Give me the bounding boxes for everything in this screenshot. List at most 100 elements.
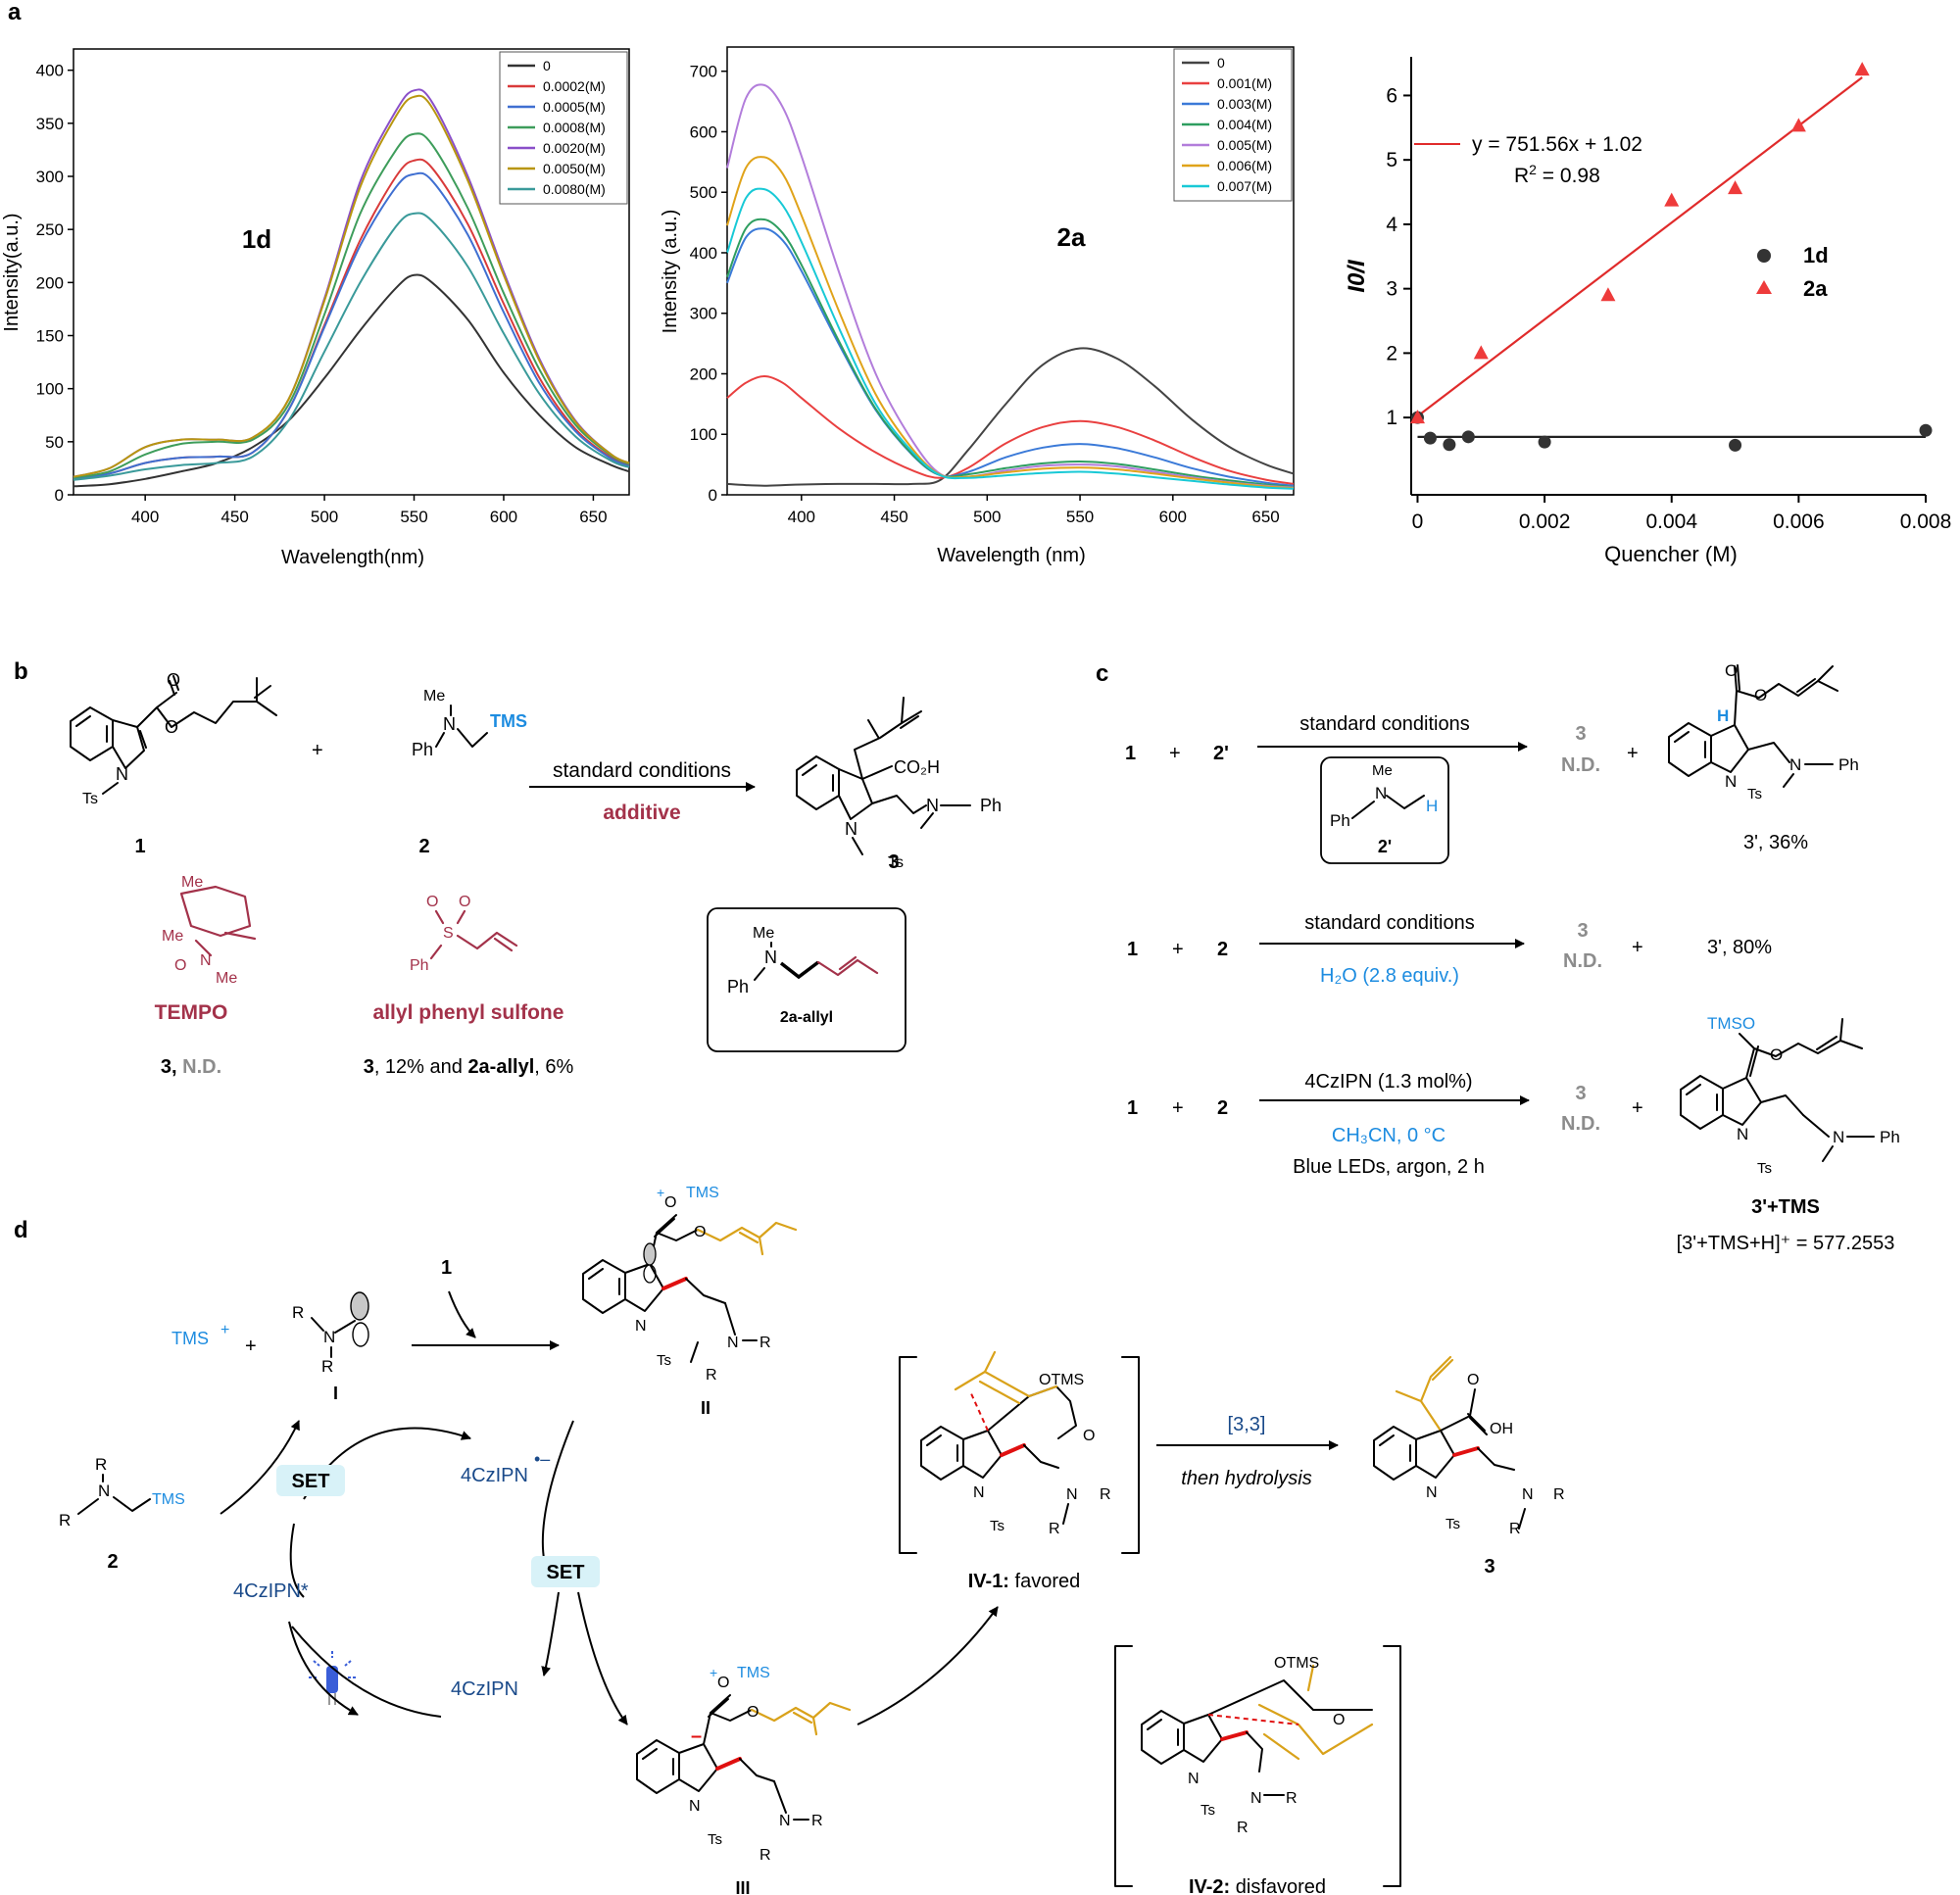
sv-point-2a-0 (1409, 410, 1425, 424)
row1-product: 3', 36% (1743, 832, 1808, 853)
chart-sv-fit-equation: y = 751.56x + 1.02 (1472, 133, 1642, 156)
radical-I-structure: R N R (292, 1291, 369, 1376)
row1-plus: + (1169, 743, 1181, 764)
charge-plus: + (710, 1665, 717, 1680)
charge-plus: + (657, 1185, 664, 1200)
atom-h-highlight: H (1717, 706, 1729, 725)
atom-n: N (727, 1335, 739, 1351)
iv1-text: favored (1009, 1571, 1080, 1592)
label-III: III (735, 1878, 750, 1895)
y-tick-label-0-6: 300 (36, 168, 64, 186)
iv1-caption: IV-1: favored (968, 1571, 1081, 1592)
series-line-1-6 (726, 187, 1295, 490)
legend-label-0-4: 0.0020(M) (543, 140, 606, 156)
d-compound-2-structure: R N R TMS (59, 1455, 185, 1530)
atom-n: N (1250, 1790, 1262, 1807)
chart-sv-r2-value: = 0.98 (1537, 165, 1600, 187)
atom-tms: TMS (686, 1185, 719, 1201)
d-label-2: 2 (107, 1551, 118, 1573)
sv-legend-label-1: 2a (1803, 276, 1828, 301)
atom-o: O (174, 957, 186, 974)
chart-1d-annotation: 1d (242, 224, 271, 254)
chart-2a-frame (726, 46, 1295, 496)
atom-ph: Ph (727, 977, 749, 996)
atom-n: N (1833, 1128, 1844, 1146)
y-tick-label-0-4: 200 (36, 273, 64, 292)
atom-tms: TMS (490, 711, 527, 731)
atom-o: O (747, 1704, 759, 1721)
atom-me: Me (1372, 762, 1393, 779)
atom-ph: Ph (980, 796, 1002, 815)
sv-point-2a-2 (1600, 287, 1616, 302)
atom-r1: R (760, 1335, 771, 1351)
label-I: I (333, 1384, 338, 1403)
atom-r1: R (811, 1813, 823, 1829)
iv2-label: IV-2: (1189, 1876, 1230, 1895)
tempo-result-nd: N.D. (177, 1056, 222, 1078)
row3-catalyst: 4CzIPN (1.3 mol%) (1304, 1071, 1472, 1093)
atom-tms: TMS (737, 1665, 770, 1681)
2a-allyl-structure: Me N Ph (727, 925, 879, 996)
atom-tmso: TMSO (1707, 1014, 1755, 1033)
legend-label-1-1: 0.001(M) (1217, 75, 1272, 91)
legend-label-1-0: 0 (1217, 55, 1225, 71)
atom-ph: Ph (1880, 1128, 1900, 1146)
x-tick-label-0-0: 400 (131, 508, 159, 526)
tempo-name: TEMPO (155, 1001, 228, 1024)
atom-ts: Ts (708, 1831, 722, 1848)
d-set-1-bg (276, 1465, 345, 1496)
x-tick-label-1-2: 500 (973, 508, 1001, 526)
chart-sv-r2-label: R (1514, 165, 1529, 187)
atom-r1: R (321, 1357, 333, 1376)
x-tick-label-1-4: 600 (1159, 508, 1187, 526)
atom-n: N (1522, 1486, 1534, 1503)
atom-r2: R (1049, 1521, 1060, 1537)
plus-b: + (312, 740, 323, 761)
sv-x-tick-label-0: 0 (1412, 510, 1424, 533)
row2-plus: + (1172, 939, 1184, 960)
chart-2a-legend: 0 0.001(M) 0.003(M) 0.004(M) 0.005(M) 0.006(M… (1173, 48, 1293, 202)
atom-me: Me (753, 925, 774, 942)
atom-r1: R (1100, 1486, 1111, 1503)
atom-n: N (200, 952, 212, 969)
atom-ts: Ts (1446, 1516, 1460, 1532)
atom-ts: Ts (1200, 1802, 1215, 1819)
label-compound-3-b: 3 (888, 851, 899, 873)
row2-conditions: standard conditions (1304, 912, 1474, 934)
atom-o: O (1725, 661, 1738, 680)
atom-r2: R (292, 1303, 304, 1322)
sv-x-tick-label-4: 0.008 (1900, 510, 1952, 533)
chart-2a-ylabel: Intensity (a.u.) (660, 210, 681, 334)
series-line-0-0 (73, 273, 630, 488)
compound-3-structure: CO₂H N Ts N Ph (796, 697, 1002, 871)
row1-plus-2: + (1627, 743, 1639, 764)
intermediate-III-structure: O + TMS O – N Ts N R R (636, 1665, 852, 1864)
chart-stern-volmer: 0 0.002 0.004 0.006 0.008 1 2 3 4 5 6 Quencher (M)… (1344, 57, 1951, 566)
atom-ts: Ts (657, 1352, 671, 1369)
atom-r1: R (1286, 1790, 1298, 1807)
tempo-result-3: 3, (161, 1056, 177, 1078)
atom-o: O (664, 1194, 676, 1211)
row3-solvent: CH₃CN, 0 °C (1332, 1125, 1446, 1146)
sv-legend-label-0: 1d (1803, 243, 1829, 267)
atom-otms: OTMS (1039, 1372, 1084, 1388)
y-tick-label-0-8: 400 (36, 62, 64, 80)
d-tms-cation: TMS (172, 1329, 209, 1348)
row3-product: 3'+TMS (1751, 1196, 1820, 1218)
chart-1d-legend: 0 0.0002(M) 0.0005(M) 0.0008(M) 0.0020(M) 0.0… (499, 51, 628, 205)
series-line-1-5 (726, 156, 1295, 490)
x-tick-label-1-3: 550 (1066, 508, 1094, 526)
compound-1-structure: O O N Ts (70, 670, 277, 807)
atom-ts: Ts (990, 1518, 1004, 1534)
iv2-text: disfavored (1230, 1876, 1326, 1895)
x-tick-label-0-5: 650 (579, 508, 607, 526)
transition-state-IV-1: OTMS O N Ts N R R (899, 1350, 1140, 1554)
y-tick-label-1-6: 600 (690, 122, 717, 141)
legend-label-0-0: 0 (543, 58, 551, 73)
atom-r2: R (760, 1847, 771, 1864)
label-compound-1: 1 (134, 836, 145, 857)
compound-2-structure: Ph N Me TMS (412, 688, 527, 759)
y-tick-label-1-3: 300 (690, 305, 717, 323)
atom-n: N (926, 796, 939, 815)
scheme-c-row-1: 1 + 2' standard conditions Me N Ph H 2' … (1125, 661, 1859, 864)
